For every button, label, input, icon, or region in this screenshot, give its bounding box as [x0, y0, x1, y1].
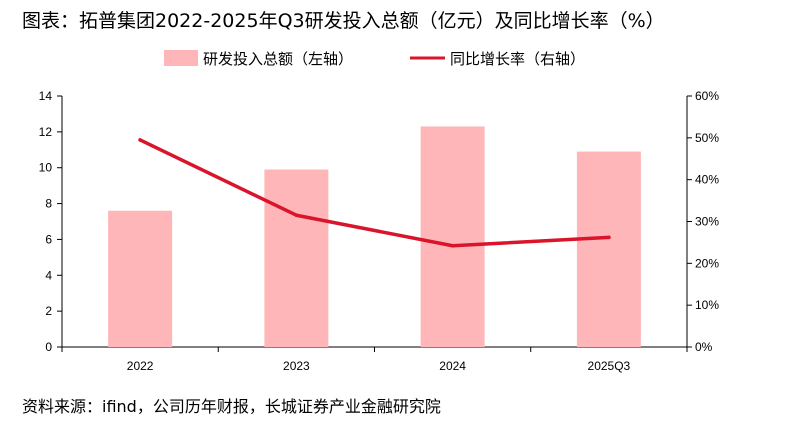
y-right-tick-label: 20%: [695, 256, 719, 270]
y-left-tick-label: 6: [45, 232, 52, 246]
line-series: [138, 138, 611, 248]
y-right-tick-label: 0%: [695, 340, 713, 354]
axis-labels: 0 2 4 6 8 10 12 14 0% 10% 20% 30% 40% 50% 60% 2022 2023 2…: [39, 89, 720, 373]
bar: [576, 151, 641, 347]
bars: [108, 126, 641, 347]
y-left-tick-label: 14: [39, 89, 53, 103]
legend: 研发投入总额（左轴） 同比增长率（右轴）: [164, 50, 585, 68]
y-right-tick-label: 30%: [695, 215, 719, 229]
growth-rate-line: [138, 138, 611, 248]
legend-label-bar: 研发投入总额（左轴）: [203, 50, 353, 68]
x-tick-label: 2022: [127, 359, 154, 373]
y-left-tick-label: 8: [45, 197, 52, 211]
y-left-tick-label: 10: [39, 161, 53, 175]
line-point: [607, 235, 611, 240]
legend-label-line: 同比增长率（右轴）: [450, 50, 585, 68]
legend-swatch-bar: [164, 50, 198, 66]
y-left-tick-label: 4: [45, 268, 52, 282]
y-left-tick-label: 12: [39, 125, 53, 139]
bar: [108, 210, 173, 347]
y-left-tick-label: 0: [45, 340, 52, 354]
x-tick-label: 2023: [283, 359, 310, 373]
x-tick-label: 2025Q3: [588, 359, 631, 373]
source-note: 资料来源：ifind，公司历年财报，长城证券产业金融研究院: [22, 397, 441, 416]
y-right-tick-label: 50%: [695, 131, 719, 145]
y-right-tick-label: 60%: [695, 89, 719, 103]
chart-title: 图表：拓普集团2022-2025年Q3研发投入总额（亿元）及同比增长率（%）: [22, 10, 665, 32]
y-right-tick-label: 10%: [695, 298, 719, 312]
line-point: [138, 138, 142, 142]
bar: [264, 169, 329, 347]
x-tick-label: 2024: [439, 359, 466, 373]
line-point: [450, 243, 455, 248]
line-point: [294, 213, 299, 218]
y-right-tick-label: 40%: [695, 173, 719, 187]
bar: [420, 126, 485, 347]
y-left-tick-label: 2: [45, 304, 52, 318]
